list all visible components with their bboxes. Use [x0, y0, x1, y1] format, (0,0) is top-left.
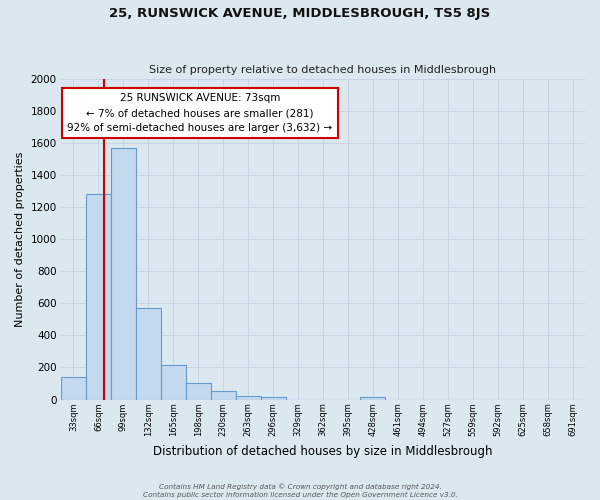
Text: Contains HM Land Registry data © Crown copyright and database right 2024.
Contai: Contains HM Land Registry data © Crown c…: [143, 484, 457, 498]
Bar: [211, 390, 236, 400]
Title: Size of property relative to detached houses in Middlesbrough: Size of property relative to detached ho…: [149, 66, 497, 76]
Bar: [86, 194, 111, 400]
Bar: [111, 148, 136, 400]
Bar: [61, 377, 86, 400]
Text: 25 RUNSWICK AVENUE: 73sqm
← 7% of detached houses are smaller (281)
92% of semi-: 25 RUNSWICK AVENUE: 73sqm ← 7% of detach…: [67, 94, 332, 133]
Bar: [361, 397, 385, 400]
Bar: [236, 396, 260, 400]
X-axis label: Distribution of detached houses by size in Middlesbrough: Distribution of detached houses by size …: [153, 444, 493, 458]
Y-axis label: Number of detached properties: Number of detached properties: [15, 152, 25, 327]
Bar: [186, 384, 211, 400]
Bar: [161, 365, 186, 400]
Bar: [136, 308, 161, 400]
Text: 25, RUNSWICK AVENUE, MIDDLESBROUGH, TS5 8JS: 25, RUNSWICK AVENUE, MIDDLESBROUGH, TS5 …: [109, 8, 491, 20]
Bar: [260, 397, 286, 400]
